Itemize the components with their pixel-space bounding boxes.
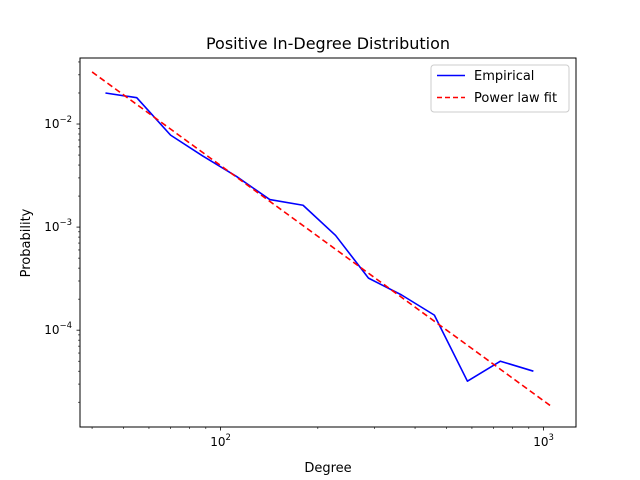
x-axis: 102 103 (91, 427, 554, 449)
x-axis-label: Degree (304, 461, 351, 476)
y-tick-label: 10−4 (44, 321, 72, 337)
series-line-empirical (105, 92, 534, 382)
series-layer (91, 71, 551, 407)
y-axis: 10−4 10−3 10−2 (44, 61, 80, 403)
legend-label-power-law-fit: Power law fit (474, 91, 557, 106)
legend-label-empirical: Empirical (474, 69, 534, 84)
plot-area (79, 57, 577, 428)
y-tick-label: 10−3 (44, 218, 72, 234)
x-tick-label: 102 (210, 433, 231, 449)
legend: Empirical Power law fit (430, 64, 570, 113)
x-tick-label: 103 (533, 433, 554, 449)
legend-box (430, 64, 570, 113)
chart-title: Positive In-Degree Distribution (206, 34, 450, 53)
y-axis-label: Probability (19, 208, 34, 277)
plot-frame (79, 57, 577, 428)
y-tick-label: 10−2 (44, 115, 72, 131)
